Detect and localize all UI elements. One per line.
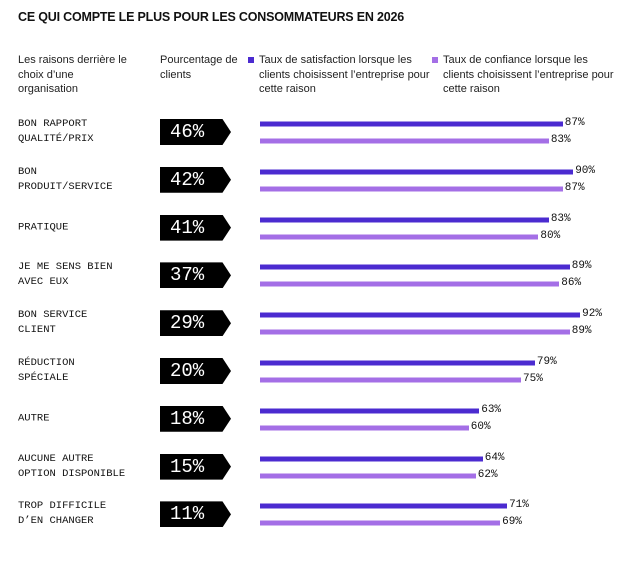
- value-label: 79%: [536, 356, 557, 368]
- value-label: 89%: [571, 260, 592, 273]
- bar: [260, 473, 476, 479]
- category-label: JE ME SENS BIEN AVEC EUX: [18, 261, 113, 289]
- value-label: 60%: [470, 420, 491, 433]
- share-box: 42%: [160, 166, 231, 193]
- bar: [260, 138, 549, 144]
- chart-title: CE QUI COMPTE LE PLUS POUR LES CONSOMMAT…: [18, 10, 404, 24]
- bar: [260, 503, 508, 509]
- bar: [260, 456, 483, 462]
- bar: [260, 281, 560, 287]
- bar: [260, 169, 574, 175]
- value-label: 87%: [564, 181, 585, 194]
- bar: [260, 377, 521, 383]
- category-label: TROP DIFFICILE D’EN CHANGER: [18, 500, 107, 528]
- value-label: 75%: [523, 373, 543, 385]
- value-label: 83%: [550, 134, 571, 146]
- value-label: 71%: [509, 499, 529, 512]
- share-box: 37%: [160, 262, 231, 289]
- category-label: BON RAPPORT QUALITÉ/PRIX: [18, 118, 94, 145]
- category-label: BON PRODUIT/SERVICE: [18, 165, 113, 193]
- value-label: 92%: [582, 308, 602, 321]
- share-box: 46%: [160, 119, 231, 145]
- legend-marker: [432, 57, 438, 63]
- category-label: RÉDUCTION SPÉCIALE: [18, 357, 75, 384]
- value-label: 87%: [564, 117, 585, 129]
- share-box: 29%: [160, 310, 231, 337]
- legend-marker: [248, 57, 254, 63]
- category-label: AUCUNE AUTRE OPTION DISPONIBLE: [18, 452, 126, 480]
- bar: [260, 121, 563, 127]
- legend-label: Taux de confiance lorsque les clients ch…: [443, 54, 614, 95]
- value-label: 63%: [481, 403, 502, 416]
- legend-label: Taux de satisfaction lorsque les clients…: [259, 54, 430, 95]
- share-box: 20%: [160, 358, 231, 384]
- category-header: Les raisons derrière le choix d’une orga…: [18, 54, 127, 95]
- value-label: 89%: [571, 325, 592, 338]
- bar: [260, 520, 501, 526]
- value-label: 62%: [477, 468, 498, 481]
- bar: [260, 408, 480, 414]
- bar: [260, 329, 570, 335]
- category-label: AUTRE: [18, 412, 50, 425]
- value-label: 80%: [540, 229, 561, 242]
- bar: [260, 264, 570, 270]
- bar: [260, 360, 535, 366]
- bar: [260, 186, 563, 192]
- bar: [260, 425, 469, 431]
- bar: [260, 312, 581, 318]
- value-label: 90%: [575, 164, 595, 177]
- bar: [260, 234, 539, 240]
- share-box: 15%: [160, 453, 231, 480]
- value-label: 64%: [484, 451, 505, 464]
- bar: [260, 217, 549, 223]
- value-label: 69%: [502, 516, 522, 529]
- category-label: BON SERVICE CLIENT: [18, 309, 88, 337]
- share-box: 18%: [160, 405, 231, 432]
- value-label: 86%: [561, 277, 582, 290]
- share-header: Pourcentage de clients: [160, 54, 238, 81]
- category-label: PRATIQUE: [18, 221, 69, 234]
- share-box: 41%: [160, 214, 231, 241]
- value-label: 83%: [550, 212, 571, 225]
- share-box: 11%: [160, 501, 231, 528]
